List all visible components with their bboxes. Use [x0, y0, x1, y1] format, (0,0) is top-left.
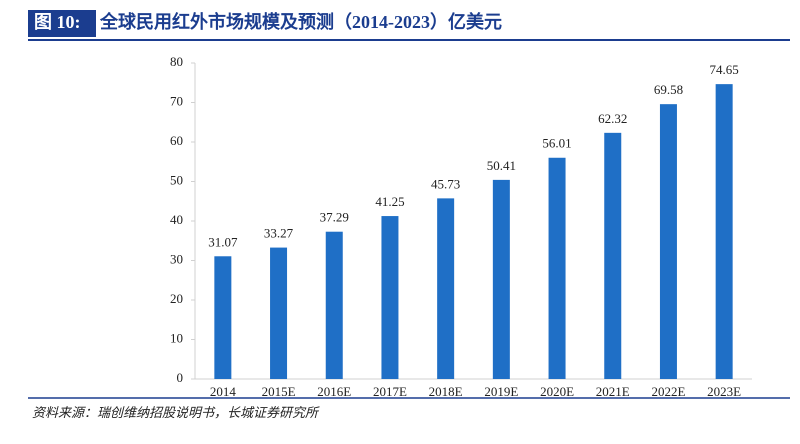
bar [715, 84, 733, 379]
value-label: 41.25 [375, 194, 404, 209]
source-note: 资料来源：瑞创维纳招股说明书，长城证券研究所 [32, 405, 320, 420]
y-tick-label: 80 [170, 54, 183, 69]
y-tick-label: 30 [170, 251, 183, 266]
value-label: 31.07 [208, 234, 238, 249]
value-label: 74.65 [710, 62, 739, 77]
y-tick-label: 70 [170, 93, 183, 108]
x-tick-label: 2022E [651, 384, 685, 399]
value-label: 33.27 [264, 226, 294, 241]
bar [325, 231, 343, 379]
y-tick-label: 20 [170, 291, 183, 306]
y-tick-label: 60 [170, 133, 183, 148]
y-tick-label: 50 [170, 172, 183, 187]
y-tick-label: 10 [170, 330, 183, 345]
value-label: 37.29 [320, 210, 349, 225]
bar [214, 256, 232, 379]
x-tick-label: 2023E [707, 384, 741, 399]
chart-title: 全球民用红外市场规模及预测（2014-2023）亿美元 [99, 11, 502, 32]
x-tick-label: 2018E [429, 384, 463, 399]
y-tick-label: 40 [170, 212, 183, 227]
figure-label: 图 10: [34, 12, 81, 32]
value-label: 45.73 [431, 176, 460, 191]
bar [548, 157, 566, 379]
figure-label-box [28, 10, 96, 37]
bar [437, 198, 455, 379]
bar [492, 179, 510, 379]
x-tick-label: 2019E [484, 384, 518, 399]
x-tick-label: 2020E [540, 384, 574, 399]
bar [659, 104, 677, 379]
value-label: 50.41 [487, 158, 516, 173]
y-tick-label: 0 [177, 370, 184, 385]
x-tick-label: 2017E [373, 384, 407, 399]
x-tick-label: 2016E [317, 384, 351, 399]
value-label: 62.32 [598, 111, 627, 126]
x-tick-label: 2021E [596, 384, 630, 399]
bar [381, 216, 399, 379]
x-tick-label: 2014 [210, 384, 237, 399]
value-label: 69.58 [654, 82, 683, 97]
value-label: 56.01 [542, 136, 571, 151]
x-tick-label: 2015E [262, 384, 296, 399]
bar [270, 247, 288, 379]
bar [604, 132, 622, 379]
